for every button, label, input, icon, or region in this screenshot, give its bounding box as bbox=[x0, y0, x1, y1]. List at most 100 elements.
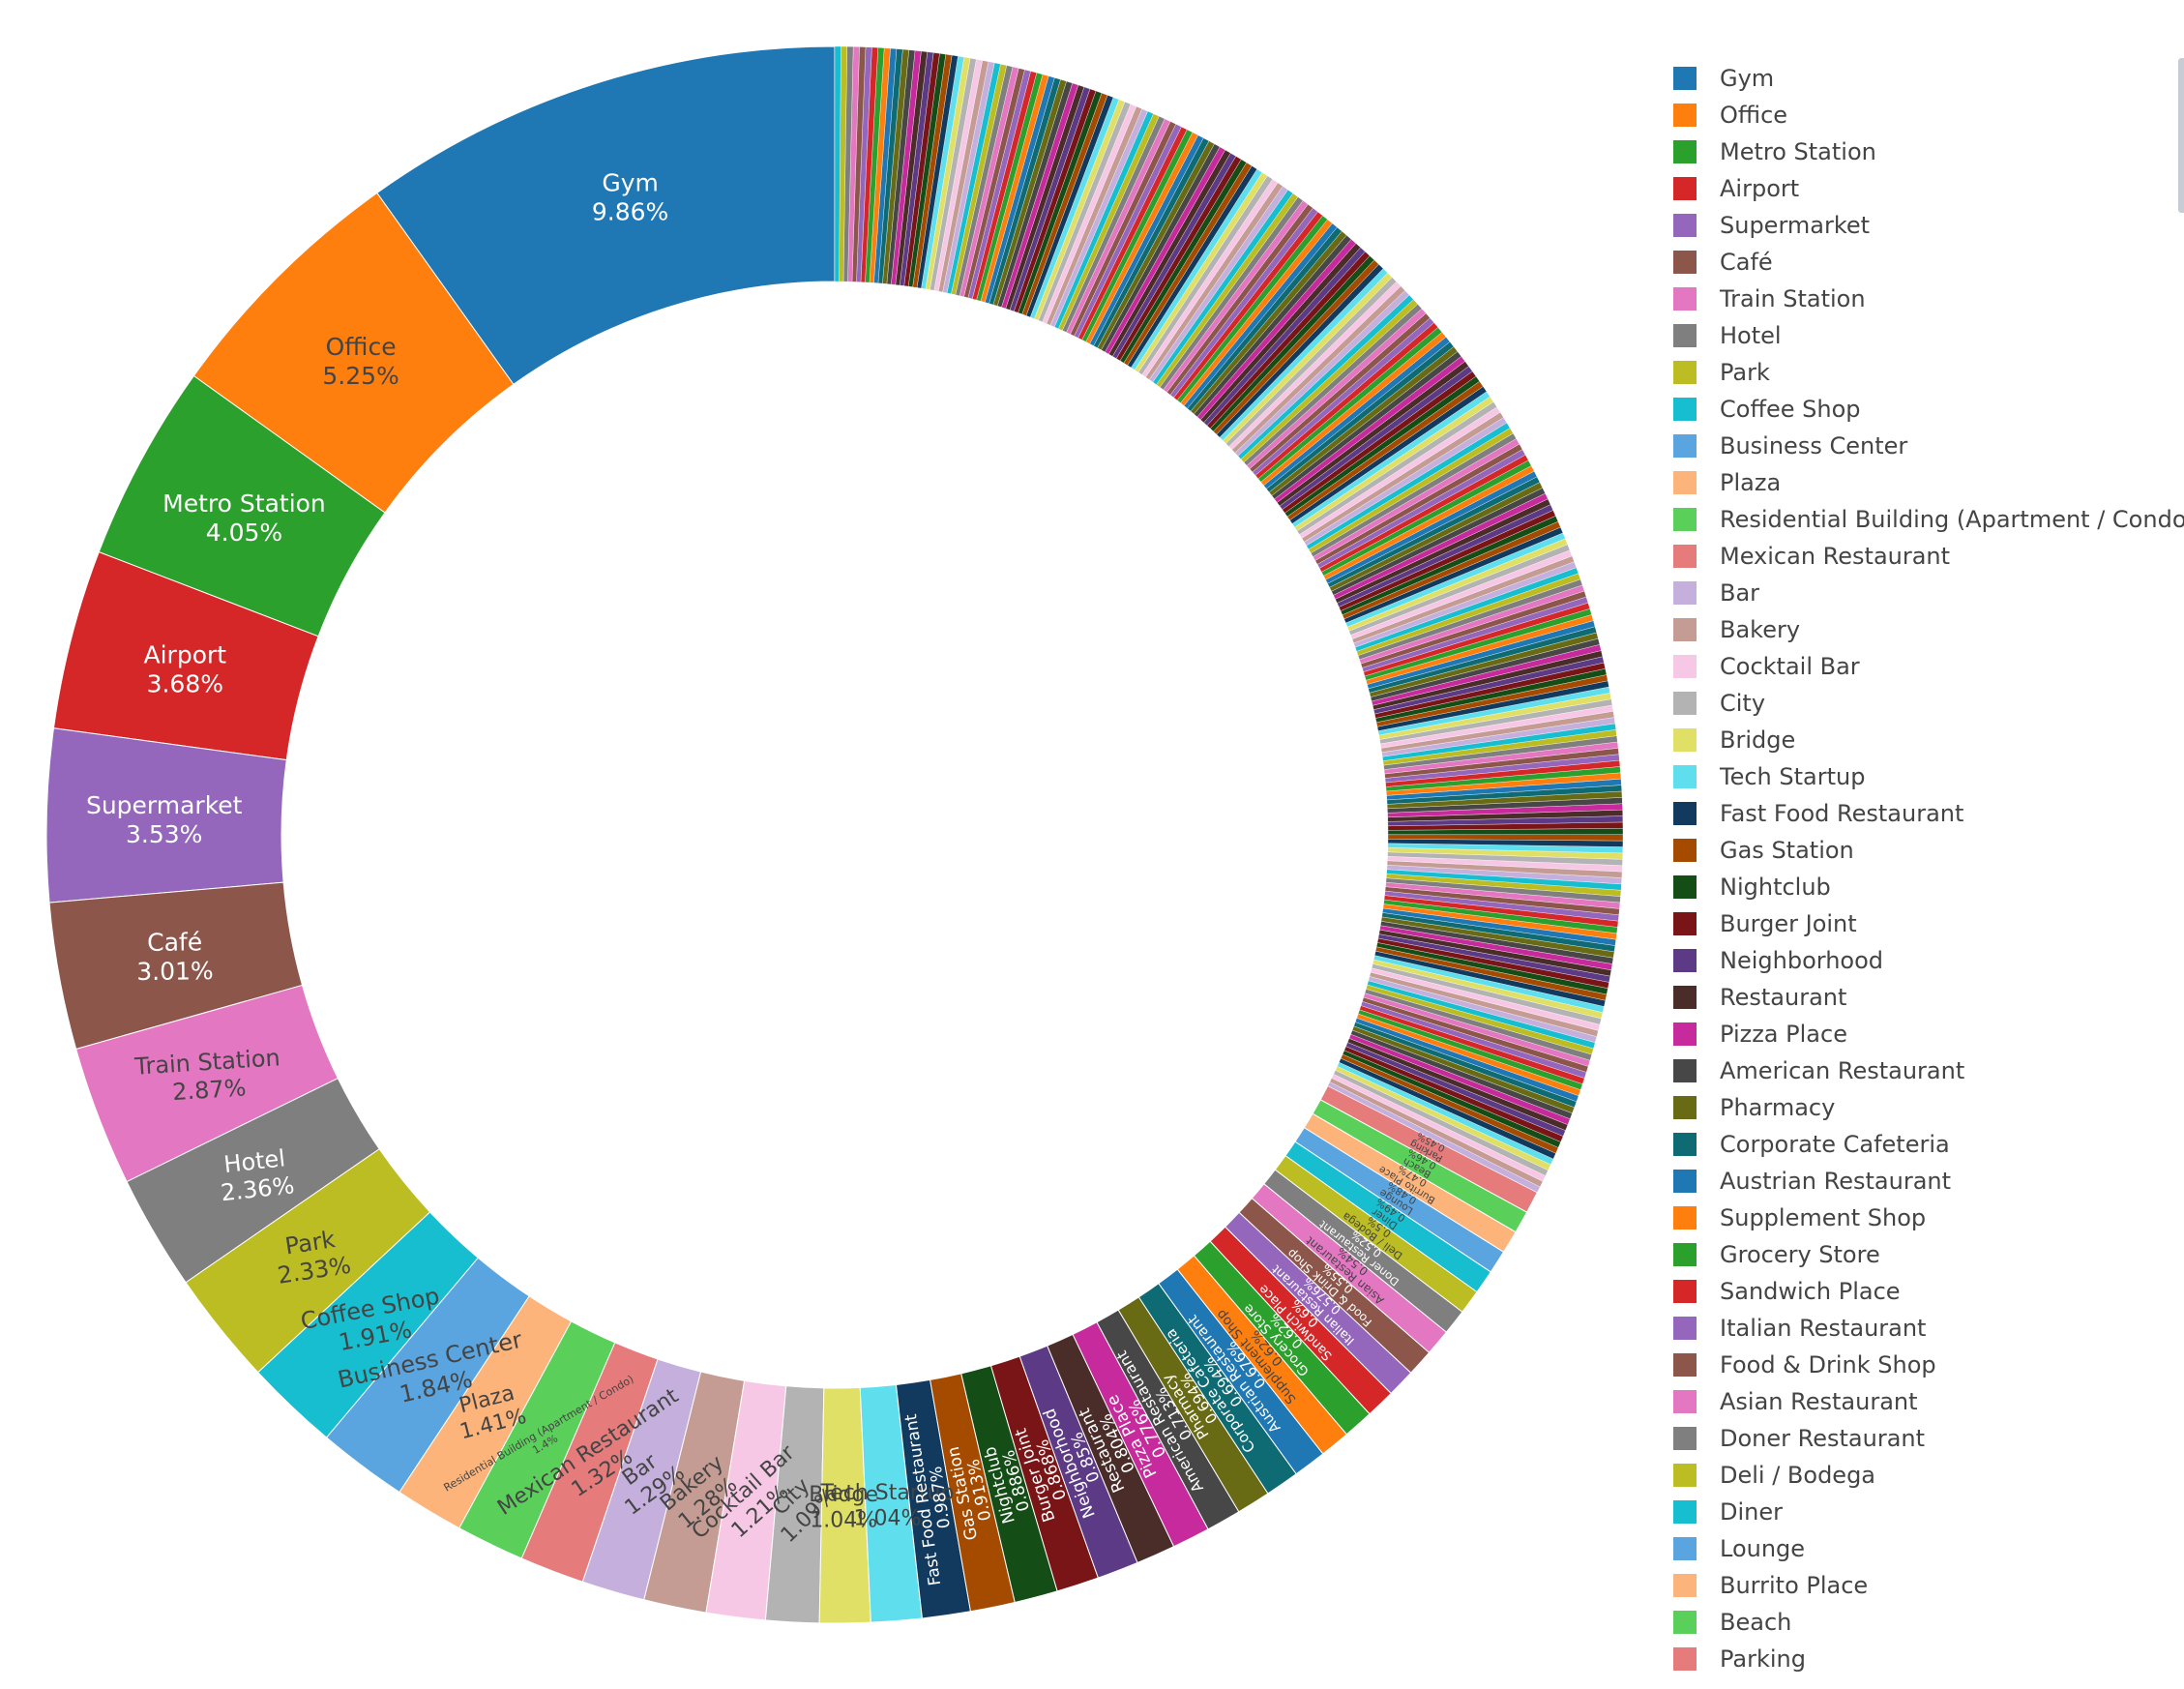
slice-label-name: Bridge bbox=[809, 1483, 878, 1507]
legend-label: Parking bbox=[1720, 1645, 1806, 1673]
legend-item[interactable]: Parking bbox=[1673, 1641, 2184, 1677]
legend-item[interactable]: Office bbox=[1673, 97, 2184, 133]
legend-item[interactable]: Coffee Shop bbox=[1673, 391, 2184, 428]
legend-swatch bbox=[1673, 1464, 1697, 1487]
legend-item[interactable]: Tech Startup bbox=[1673, 758, 2184, 795]
legend-item[interactable]: Pizza Place bbox=[1673, 1016, 2184, 1052]
legend-label: Mexican Restaurant bbox=[1720, 543, 1951, 570]
legend-item[interactable]: Italian Restaurant bbox=[1673, 1310, 2184, 1347]
legend-label: Residential Building (Apartment / Condo) bbox=[1720, 506, 2184, 533]
slice-label-percent: 1.04% bbox=[853, 1506, 921, 1530]
legend-label: Tech Startup bbox=[1720, 763, 1866, 790]
legend-label: Pizza Place bbox=[1720, 1021, 1847, 1048]
legend-label: Food & Drink Shop bbox=[1720, 1351, 1936, 1378]
legend-item[interactable]: Café bbox=[1673, 244, 2184, 281]
legend-swatch bbox=[1673, 692, 1697, 715]
slice-label-percent: 3.68% bbox=[147, 670, 223, 698]
legend-item[interactable]: Supplement Shop bbox=[1673, 1200, 2184, 1236]
legend-item[interactable]: Corporate Cafeteria bbox=[1673, 1126, 2184, 1163]
legend-item[interactable]: Bakery bbox=[1673, 611, 2184, 648]
legend-item[interactable]: Neighborhood bbox=[1673, 942, 2184, 979]
legend-item[interactable]: Lounge bbox=[1673, 1530, 2184, 1567]
slice-label-percent: 5.25% bbox=[322, 362, 398, 390]
legend-label: Bridge bbox=[1720, 726, 1796, 754]
legend-swatch bbox=[1673, 398, 1697, 421]
legend-item[interactable]: City bbox=[1673, 685, 2184, 722]
legend-item[interactable]: Bar bbox=[1673, 575, 2184, 611]
legend-item[interactable]: Burrito Place bbox=[1673, 1567, 2184, 1604]
slice-label-percent: 1.04% bbox=[810, 1508, 877, 1532]
legend-item[interactable]: Park bbox=[1673, 354, 2184, 391]
legend-label: Office bbox=[1720, 102, 1788, 129]
pie-slice[interactable] bbox=[376, 45, 836, 386]
legend-item[interactable]: Food & Drink Shop bbox=[1673, 1347, 2184, 1383]
legend-item[interactable]: Mexican Restaurant bbox=[1673, 538, 2184, 575]
legend-item[interactable]: Metro Station bbox=[1673, 133, 2184, 170]
slice-label-name: Airport bbox=[143, 641, 226, 669]
legend-swatch bbox=[1673, 618, 1697, 641]
legend-item[interactable]: Deli / Bodega bbox=[1673, 1457, 2184, 1494]
legend-item[interactable]: Train Station bbox=[1673, 281, 2184, 317]
legend-item[interactable]: Supermarket bbox=[1673, 207, 2184, 244]
legend-item[interactable]: American Restaurant bbox=[1673, 1052, 2184, 1089]
legend-swatch bbox=[1673, 1243, 1697, 1266]
legend-item[interactable]: Residential Building (Apartment / Condo) bbox=[1673, 501, 2184, 538]
legend-swatch bbox=[1673, 324, 1697, 347]
legend-item[interactable]: Gas Station bbox=[1673, 832, 2184, 869]
legend-item[interactable]: Cocktail Bar bbox=[1673, 648, 2184, 685]
legend-label: Supermarket bbox=[1720, 212, 1871, 239]
legend-item[interactable]: Business Center bbox=[1673, 428, 2184, 464]
legend-scrollbar[interactable] bbox=[2178, 58, 2184, 213]
legend-label: Supplement Shop bbox=[1720, 1204, 1927, 1231]
legend-item[interactable]: Sandwich Place bbox=[1673, 1273, 2184, 1310]
legend-item[interactable]: Nightclub bbox=[1673, 869, 2184, 905]
legend-swatch bbox=[1673, 508, 1697, 531]
slice-label-name: Tech Startup bbox=[819, 1481, 954, 1505]
pie-slice-minor[interactable] bbox=[834, 45, 841, 282]
legend-swatch bbox=[1673, 728, 1697, 752]
legend-label: Bakery bbox=[1720, 616, 1801, 643]
legend-swatch bbox=[1673, 1574, 1697, 1597]
legend-swatch bbox=[1673, 986, 1697, 1009]
legend-item[interactable]: Restaurant bbox=[1673, 979, 2184, 1016]
legend-label: Hotel bbox=[1720, 322, 1782, 349]
legend-label: Bar bbox=[1720, 579, 1760, 607]
legend-label: Train Station bbox=[1720, 285, 1866, 312]
legend-label: Austrian Restaurant bbox=[1720, 1168, 1952, 1195]
legend-swatch bbox=[1673, 581, 1697, 605]
legend-swatch bbox=[1673, 949, 1697, 972]
legend-item[interactable]: Grocery Store bbox=[1673, 1236, 2184, 1273]
legend-item[interactable]: Bridge bbox=[1673, 722, 2184, 758]
legend-item[interactable]: Pharmacy bbox=[1673, 1089, 2184, 1126]
legend-swatch bbox=[1673, 1647, 1697, 1671]
legend-swatch bbox=[1673, 471, 1697, 494]
legend-item[interactable]: Austrian Restaurant bbox=[1673, 1163, 2184, 1200]
legend-swatch bbox=[1673, 214, 1697, 237]
legend-item[interactable]: Asian Restaurant bbox=[1673, 1383, 2184, 1420]
legend-item[interactable]: Airport bbox=[1673, 170, 2184, 207]
legend-label: Doner Restaurant bbox=[1720, 1425, 1926, 1452]
legend-item[interactable]: Fast Food Restaurant bbox=[1673, 795, 2184, 832]
legend-swatch bbox=[1673, 1280, 1697, 1303]
legend-label: Airport bbox=[1720, 175, 1800, 202]
legend-swatch bbox=[1673, 104, 1697, 127]
legend-item[interactable]: Burger Joint bbox=[1673, 905, 2184, 942]
legend-item[interactable]: Beach bbox=[1673, 1604, 2184, 1641]
legend-swatch bbox=[1673, 1390, 1697, 1413]
legend-item[interactable]: Doner Restaurant bbox=[1673, 1420, 2184, 1457]
slice-label-percent: 3.53% bbox=[126, 820, 202, 848]
legend-item[interactable]: Gym bbox=[1673, 60, 2184, 97]
legend-item[interactable]: Hotel bbox=[1673, 317, 2184, 354]
legend-label: Nightclub bbox=[1720, 874, 1831, 901]
legend-label: Metro Station bbox=[1720, 138, 1876, 165]
slice-label-percent: 3.01% bbox=[136, 957, 214, 986]
legend-label: Burrito Place bbox=[1720, 1572, 1869, 1599]
legend-item[interactable]: Diner bbox=[1673, 1494, 2184, 1530]
donut-slices bbox=[45, 45, 1624, 1624]
legend-label: Gas Station bbox=[1720, 837, 1854, 864]
legend-item[interactable]: Plaza bbox=[1673, 464, 2184, 501]
